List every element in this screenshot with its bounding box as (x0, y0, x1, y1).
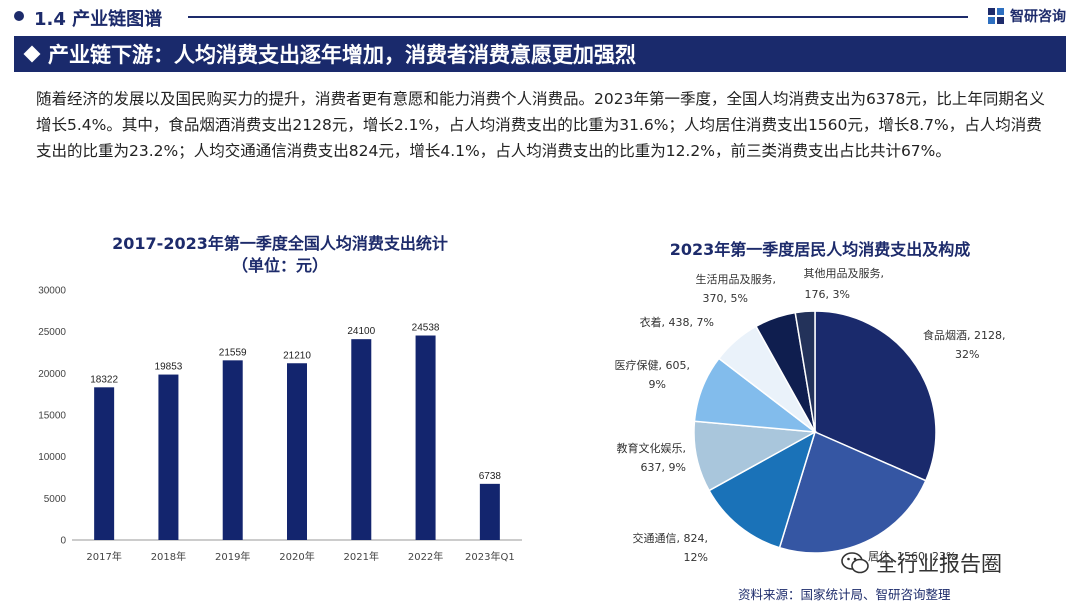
y-tick-label: 10000 (38, 452, 66, 463)
pie-slice (794, 310, 816, 433)
bar-data-label: 18322 (90, 374, 118, 385)
y-tick-label: 0 (60, 536, 66, 547)
y-tick-label: 20000 (38, 369, 66, 380)
x-tick-label: 2017年 (86, 550, 121, 563)
pie-data-label: 食品烟酒, 2128, (923, 328, 1005, 342)
pie-data-label: 生活用品及服务, (696, 272, 777, 286)
pie-data-label: 教育文化娱乐, (617, 441, 687, 455)
bar (222, 360, 243, 540)
bar (94, 387, 115, 540)
x-tick-label: 2020年 (279, 550, 314, 563)
bar (479, 483, 500, 540)
watermark-text: 全行业报告圈 (876, 552, 1002, 576)
pie-slice (814, 310, 937, 482)
bar (158, 374, 179, 540)
source-note: 资料来源：国家统计局、智研咨询整理 (738, 587, 951, 602)
pie-data-label: 衣着, 438, 7% (640, 315, 714, 329)
y-tick-label: 25000 (38, 327, 66, 338)
pie-data-label: 居住, 1560, 23% (868, 549, 956, 563)
y-tick-label: 30000 (38, 286, 66, 297)
section-bullet-icon (14, 11, 24, 21)
bar-data-label: 19853 (155, 362, 183, 373)
pie-data-label: 12% (684, 551, 708, 564)
x-tick-label: 2019年 (215, 550, 250, 563)
bar-chart-subtitle: （单位：元） (231, 256, 328, 275)
bar (351, 339, 372, 540)
pie-data-label: 637, 9% (641, 461, 686, 474)
page-title: 产业链下游：人均消费支出逐年增加，消费者消费意愿更加强烈 (48, 43, 636, 67)
header-divider (188, 16, 968, 18)
y-tick-label: 5000 (44, 494, 67, 505)
pie-data-label: 32% (955, 348, 979, 361)
bar-chart: 0 5000 10000 15000 20000 25000 30000 18322 2017年… (38, 286, 522, 563)
intro-paragraph: 随着经济的发展以及国民购买力的提升，消费者更有意愿和能力消费个人消费品。2023… (36, 90, 1045, 160)
bar-data-label: 6738 (479, 471, 502, 482)
section-title: 1.4 产业链图谱 (34, 9, 163, 30)
pie-data-label: 176, 3% (805, 288, 850, 301)
pie-data-label: 370, 5% (703, 292, 748, 305)
bar (415, 335, 436, 540)
bar-data-label: 21210 (283, 350, 311, 361)
bar-chart-title: 2017-2023年第一季度全国人均消费支出统计 (112, 234, 448, 253)
bar (287, 363, 307, 540)
wechat-icon (841, 552, 869, 574)
pie-slice (708, 430, 817, 549)
y-tick-label: 15000 (38, 411, 66, 422)
brand-mark-icon (988, 8, 1004, 24)
watermark-badge: 全行业报告圈 (840, 548, 1002, 578)
title-banner: 产业链下游：人均消费支出逐年增加，消费者消费意愿更加强烈 (14, 36, 1066, 72)
bar-data-label: 24538 (412, 323, 440, 334)
x-tick-label: 2023年Q1 (465, 550, 515, 563)
bar-data-label: 24100 (347, 326, 375, 337)
brand-name: 智研咨询 (1010, 9, 1066, 25)
pie-data-label: 医疗保健, 605, (615, 358, 691, 372)
brand-logo: 智研咨询 (986, 6, 1066, 26)
pie-chart: 食品烟酒, 2128, 32% 居住, 1560, 23% 交通通信, 824, 12%… (615, 267, 1006, 564)
x-tick-label: 2022年 (408, 550, 443, 563)
x-tick-label: 2021年 (344, 550, 379, 563)
diamond-icon (23, 45, 41, 63)
pie-slice (778, 430, 927, 554)
pie-chart-title: 2023年第一季度居民人均消费支出及构成 (669, 240, 971, 259)
pie-data-label: 9% (649, 378, 666, 391)
x-tick-label: 2018年 (151, 550, 186, 563)
bar-data-label: 21559 (219, 347, 247, 358)
pie-data-label: 其他用品及服务, (804, 267, 885, 280)
top-bar: 1.4 产业链图谱 智研咨询 (0, 0, 1080, 34)
pie-data-label: 交通通信, 824, (633, 531, 709, 545)
